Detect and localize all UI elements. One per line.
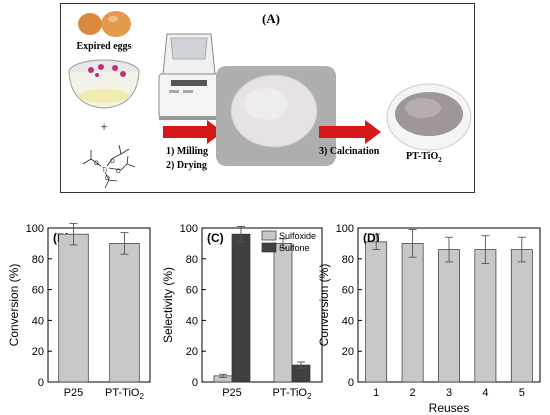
y-tick-label: 40 bbox=[186, 315, 198, 327]
bar bbox=[109, 243, 140, 383]
y-tick-label: 0 bbox=[192, 377, 198, 389]
legend-label: Sulfoxide bbox=[279, 231, 316, 241]
y-tick-label: 60 bbox=[32, 285, 44, 297]
svg-text:O: O bbox=[105, 176, 110, 182]
y-axis-label: Conversion (%) bbox=[7, 264, 21, 347]
process-arrow-2 bbox=[319, 120, 381, 144]
bar bbox=[401, 243, 424, 383]
calcined-powder-icon bbox=[386, 83, 472, 151]
x-tick-label: 2 bbox=[410, 387, 416, 399]
molecule-atom-labels: Ti O O O O bbox=[94, 159, 121, 182]
svg-text:O: O bbox=[94, 161, 99, 167]
x-tick-label: PT-TiO2 bbox=[273, 387, 312, 401]
panel-a-label: (A) bbox=[262, 11, 280, 26]
plot-frame bbox=[201, 227, 323, 383]
y-tick-label: 100 bbox=[26, 223, 44, 235]
x-tick-label: PT-TiO2 bbox=[105, 387, 144, 401]
y-tick-label: 80 bbox=[186, 254, 198, 266]
process-arrow-1 bbox=[163, 120, 223, 144]
synthesis-scheme-svg: (A) Expired eggs + Ti bbox=[68, 11, 472, 189]
bar bbox=[273, 243, 293, 383]
y-axis-label: Selectivity (%) bbox=[161, 267, 175, 343]
y-tick-label: 20 bbox=[186, 346, 198, 358]
titanium-isopropoxide-molecule-icon bbox=[82, 144, 136, 189]
step-milling: 1) Milling bbox=[166, 146, 208, 157]
panel-label: (C) bbox=[207, 231, 224, 245]
y-tick-label: 80 bbox=[32, 254, 44, 266]
y-tick-label: 20 bbox=[342, 346, 354, 358]
y-tick-label: 100 bbox=[336, 223, 354, 235]
bar bbox=[365, 241, 388, 383]
svg-text:Ti: Ti bbox=[102, 168, 107, 174]
chart-c-selectivity: 0 20 40 60 80 100 Selectivity (%) (C) P25 PT-TiO2… bbox=[161, 223, 323, 401]
y-tick-label: 20 bbox=[32, 346, 44, 358]
legend-swatch bbox=[261, 242, 277, 253]
plus-sign: + bbox=[100, 119, 107, 134]
product-label: PT-TiO2 bbox=[406, 151, 442, 164]
step-calcination: 3) Calcination bbox=[319, 146, 380, 157]
synthesis-scheme: (A) Expired eggs + Ti bbox=[60, 3, 475, 193]
y-axis-label: Conversion (%) bbox=[317, 264, 331, 347]
y-tick-label: 0 bbox=[38, 377, 44, 389]
bar bbox=[474, 249, 497, 383]
eggs-icon bbox=[78, 11, 131, 37]
x-tick-label: 5 bbox=[519, 387, 525, 399]
x-axis-label: Reuses bbox=[429, 401, 470, 415]
svg-text:O: O bbox=[116, 169, 121, 175]
egg-bowl-icon bbox=[68, 59, 140, 109]
y-tick-label: 40 bbox=[32, 315, 44, 327]
svg-text:O: O bbox=[110, 159, 115, 165]
y-tick-label: 60 bbox=[342, 285, 354, 297]
x-tick-label: 3 bbox=[446, 387, 452, 399]
eggs-label: Expired eggs bbox=[76, 41, 131, 52]
plot-frame bbox=[47, 227, 151, 383]
bar bbox=[58, 233, 89, 383]
powder-cake-icon bbox=[216, 66, 336, 166]
y-tick-label: 0 bbox=[348, 377, 354, 389]
step-drying: 2) Drying bbox=[166, 160, 207, 171]
y-tick-label: 60 bbox=[186, 285, 198, 297]
y-tick-label: 80 bbox=[342, 254, 354, 266]
bar bbox=[231, 233, 251, 383]
y-tick-label: 100 bbox=[180, 223, 198, 235]
x-tick-label: 1 bbox=[373, 387, 379, 399]
x-tick-label: P25 bbox=[222, 387, 242, 399]
x-tick-label: P25 bbox=[64, 387, 84, 399]
bar bbox=[510, 249, 533, 383]
y-tick-label: 40 bbox=[342, 315, 354, 327]
legend-label: Sulfone bbox=[279, 243, 310, 253]
x-tick-label: 4 bbox=[482, 387, 488, 399]
legend-swatch bbox=[261, 230, 277, 241]
bar bbox=[438, 249, 460, 383]
